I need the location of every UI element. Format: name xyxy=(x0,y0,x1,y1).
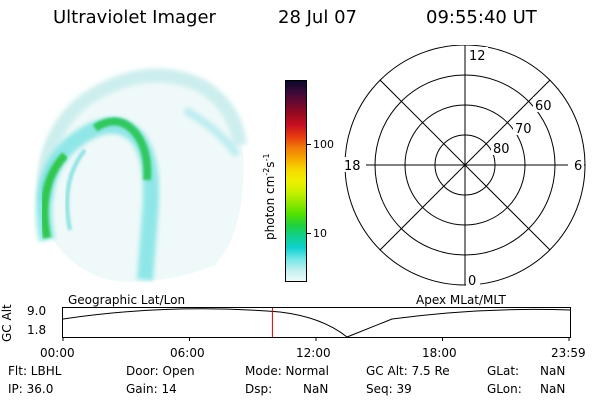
right-glow xyxy=(183,106,241,158)
timeline-right-label: Apex MLat/MLT xyxy=(416,293,506,307)
diagonal-2 xyxy=(379,79,551,251)
timeline-axis-label: GC Alt xyxy=(0,304,14,342)
mlt-label-18: 18 xyxy=(344,159,361,174)
inner-arc xyxy=(65,148,87,231)
timeline-y-top: 9.0 xyxy=(27,304,47,318)
mlat-label-70: 70 xyxy=(515,122,532,137)
time-tick-1200: 12:00 xyxy=(296,346,331,360)
dsp-info: Dsp: xyxy=(245,382,273,396)
time-tick-1800: 18:00 xyxy=(422,346,457,360)
mlt-label-12: 12 xyxy=(469,49,486,64)
door-info: Door: Open xyxy=(126,364,195,378)
timeline-left-label: Geographic Lat/Lon xyxy=(68,293,186,307)
filter-info: Flt: LBHL xyxy=(8,364,62,378)
colorbar-tick-10 xyxy=(306,233,311,234)
glon-info: GLon: xyxy=(487,382,522,396)
colorbar-label-10: 10 xyxy=(313,227,327,240)
colorbar-tick-100 xyxy=(306,144,311,145)
altitude-curve xyxy=(62,308,571,338)
app-title: Ultraviolet Imager xyxy=(53,7,216,28)
glon-value: NaN xyxy=(540,382,566,396)
time-label: 09:55:40 UT xyxy=(426,7,537,28)
time-tick-0000: 00:00 xyxy=(40,346,75,360)
colorbar xyxy=(285,80,307,282)
polar-grid: 12 18 6 0 60 70 80 xyxy=(342,45,586,289)
gc-alt-info: GC Alt: 7.5 Re xyxy=(366,364,450,378)
mlat-label-80: 80 xyxy=(493,142,510,157)
auroral-image xyxy=(35,68,247,283)
mlt-label-6: 6 xyxy=(574,159,582,174)
mlt-label-0: 0 xyxy=(468,274,476,289)
glat-value: NaN xyxy=(540,364,566,378)
diffuse-oval xyxy=(37,68,247,201)
arc-top-segment xyxy=(92,117,152,181)
glat-info: GLat: xyxy=(487,364,520,378)
gain-info: Gain: 14 xyxy=(126,382,177,396)
colorbar-label-100: 100 xyxy=(313,138,334,151)
timeline-frame xyxy=(62,307,571,338)
altitude-timeline xyxy=(62,307,571,341)
ip-info: IP: 36.0 xyxy=(8,382,54,396)
mode-info: Mode: Normal xyxy=(245,364,329,378)
mlat-label-60: 60 xyxy=(535,99,552,114)
time-tick-0600: 06:00 xyxy=(170,346,205,360)
seq-info: Seq: 39 xyxy=(366,382,412,396)
date-label: 28 Jul 07 xyxy=(278,7,357,28)
arc-left-segment xyxy=(40,152,69,239)
timeline-y-bottom: 1.8 xyxy=(27,323,47,337)
colorbar-gradient xyxy=(286,81,306,281)
time-tick-2359: 23:59 xyxy=(551,346,586,360)
dsp-value: NaN xyxy=(303,382,329,396)
colorbar-unit-label: photon cm-2s-1 xyxy=(262,153,277,240)
